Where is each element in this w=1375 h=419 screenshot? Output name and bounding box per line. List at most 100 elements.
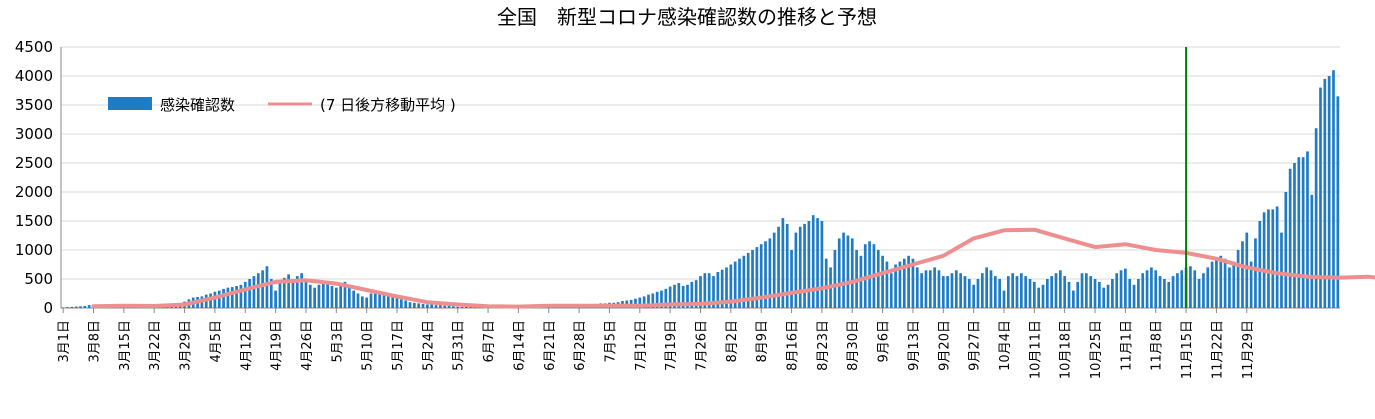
bar <box>1128 279 1132 308</box>
bar <box>876 250 880 308</box>
bar <box>443 305 447 308</box>
bar <box>677 283 681 308</box>
bar <box>1028 279 1032 308</box>
bar <box>1033 281 1036 308</box>
bar <box>386 296 390 308</box>
bar <box>733 261 737 308</box>
x-tick-label: 7月12日 <box>634 320 649 371</box>
line-series <box>91 227 1375 309</box>
bar <box>1262 212 1266 308</box>
bar <box>859 255 863 308</box>
bar <box>1132 284 1136 308</box>
y-tick-label: 4000 <box>15 67 53 85</box>
bar <box>1115 273 1119 308</box>
bar <box>937 270 941 308</box>
bar <box>408 302 412 308</box>
bar <box>902 258 906 308</box>
x-tick-label: 8月16日 <box>786 320 801 371</box>
x-tick-label: 4月19日 <box>270 320 285 371</box>
bar <box>287 274 290 308</box>
bar <box>1219 255 1223 308</box>
bar <box>1080 273 1084 308</box>
bar <box>1054 273 1058 308</box>
bar <box>1015 276 1019 308</box>
bar <box>217 290 221 308</box>
bar <box>703 273 707 308</box>
bar <box>282 277 286 308</box>
bar <box>1223 258 1227 308</box>
bar <box>1011 273 1015 308</box>
bar <box>1041 284 1045 308</box>
x-tick-label: 11月1日 <box>1119 320 1134 371</box>
bar <box>1059 270 1062 308</box>
bar <box>1024 276 1028 308</box>
x-tick-label: 3月8日 <box>88 320 103 363</box>
x-tick-label: 4月26日 <box>300 320 315 371</box>
bar <box>777 226 780 308</box>
bar <box>313 287 316 308</box>
x-tick-label: 9月20日 <box>937 320 952 371</box>
bar <box>469 306 473 308</box>
x-tick-label: 3月1日 <box>57 320 72 363</box>
bar <box>963 276 967 308</box>
bar <box>317 284 321 308</box>
bar <box>1275 206 1279 308</box>
bar <box>213 291 217 308</box>
bar <box>1046 279 1049 308</box>
bar <box>235 285 238 308</box>
bar <box>894 264 897 308</box>
bar <box>369 293 373 308</box>
bar <box>803 223 806 308</box>
bar <box>1150 267 1153 308</box>
bar <box>261 270 264 308</box>
bar <box>1002 290 1006 308</box>
x-axis: 3月1日 3月8日 3月15日 3月22日 3月29日 4月5日 4月12日 4月19日 4月2… <box>57 308 1256 379</box>
bar <box>1284 192 1288 308</box>
bar <box>304 281 308 308</box>
bar <box>66 307 69 308</box>
bar <box>426 304 429 308</box>
bar <box>1319 87 1322 308</box>
bar <box>365 297 369 308</box>
bar <box>972 284 975 308</box>
bar <box>70 306 74 308</box>
x-tick-label: 11月15日 <box>1180 320 1195 379</box>
bar <box>1280 232 1283 308</box>
legend-line-label: (7 日後方移動平均 ) <box>320 96 456 114</box>
x-tick-label: 4月5日 <box>209 320 224 363</box>
bar <box>378 291 382 308</box>
bar-series <box>61 70 1340 309</box>
bar <box>920 273 923 308</box>
bar <box>1171 276 1175 308</box>
bar <box>1076 281 1080 308</box>
bar <box>321 281 325 308</box>
bar <box>460 306 464 308</box>
bar <box>647 294 650 308</box>
bar <box>87 305 91 308</box>
bar <box>898 261 902 308</box>
x-tick-label: 3月15日 <box>118 320 133 371</box>
bar <box>1050 276 1054 308</box>
bar <box>1124 268 1127 308</box>
bar <box>295 276 299 308</box>
bar <box>746 252 750 308</box>
bar <box>226 287 230 308</box>
bar <box>655 291 659 308</box>
bar <box>347 287 351 308</box>
bar <box>447 305 451 308</box>
bar <box>465 306 468 308</box>
x-tick-label: 6月21日 <box>543 320 558 371</box>
bar <box>400 299 403 308</box>
bar <box>742 255 746 308</box>
x-tick-label: 10月18日 <box>1059 320 1074 379</box>
bar <box>1310 194 1314 308</box>
bar <box>439 305 442 308</box>
x-tick-label: 6月7日 <box>482 320 497 363</box>
bar <box>61 307 65 308</box>
bar <box>954 270 958 308</box>
x-tick-label: 11月29日 <box>1241 320 1256 379</box>
bar <box>694 280 698 308</box>
bar <box>1141 273 1145 308</box>
bar <box>382 293 386 308</box>
bar <box>868 241 871 308</box>
